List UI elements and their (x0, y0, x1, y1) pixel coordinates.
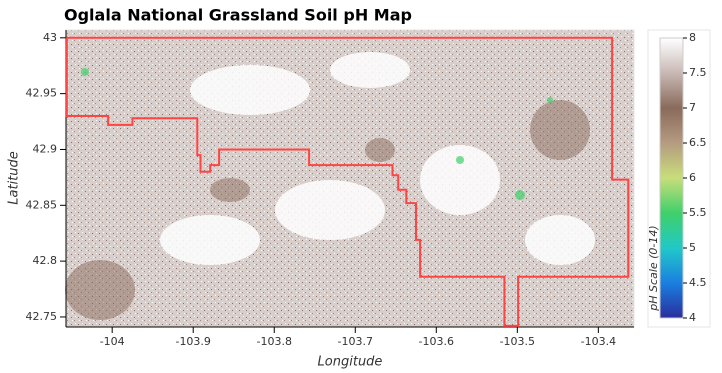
y-tick-label: 43 (43, 31, 57, 44)
plot-area (65, 30, 634, 327)
x-tick-label: -103.9 (175, 335, 210, 348)
x-tick-label: -104 (100, 335, 125, 348)
x-tick-label: -103.4 (581, 335, 616, 348)
x-axis-label: Longitude (318, 355, 383, 370)
y-tick-label: 42.75 (26, 310, 58, 323)
y-tick-label: 42.95 (26, 87, 58, 100)
colorbar-tick-label: 8 (689, 31, 696, 44)
raster-dark-areas (65, 100, 590, 320)
y-tick-label: 42.8 (33, 254, 58, 267)
x-tick-label: -103.6 (419, 335, 454, 348)
colorbar-tick-label: 5.5 (689, 206, 707, 219)
colorbar-tick-label: 6.5 (689, 136, 707, 149)
x-tick-label: -103.8 (257, 335, 292, 348)
colorbar-tick-label: 4 (689, 311, 696, 324)
raster-green-spots (81, 68, 553, 200)
colorbar-tick-label: 5 (689, 241, 696, 254)
colorbar-label: pH Scale (0-14) (647, 225, 660, 311)
chart-title: Oglala National Grassland Soil pH Map (64, 6, 412, 25)
colorbar-tick-label: 6 (689, 171, 696, 184)
colorbar (659, 37, 684, 319)
colorbar-tick-label: 4.5 (689, 276, 707, 289)
x-tick-label: -103.7 (338, 335, 373, 348)
y-tick-label: 42.85 (26, 198, 58, 211)
raster-light-areas (160, 52, 595, 265)
colorbar-tick-label: 7.5 (689, 66, 707, 79)
colorbar-tick-label: 7 (689, 101, 696, 114)
boundary-line (65, 36, 630, 327)
y-axis-label: Latitude (7, 151, 22, 205)
y-tick-label: 42.9 (33, 142, 58, 155)
x-tick-label: -103.5 (500, 335, 535, 348)
